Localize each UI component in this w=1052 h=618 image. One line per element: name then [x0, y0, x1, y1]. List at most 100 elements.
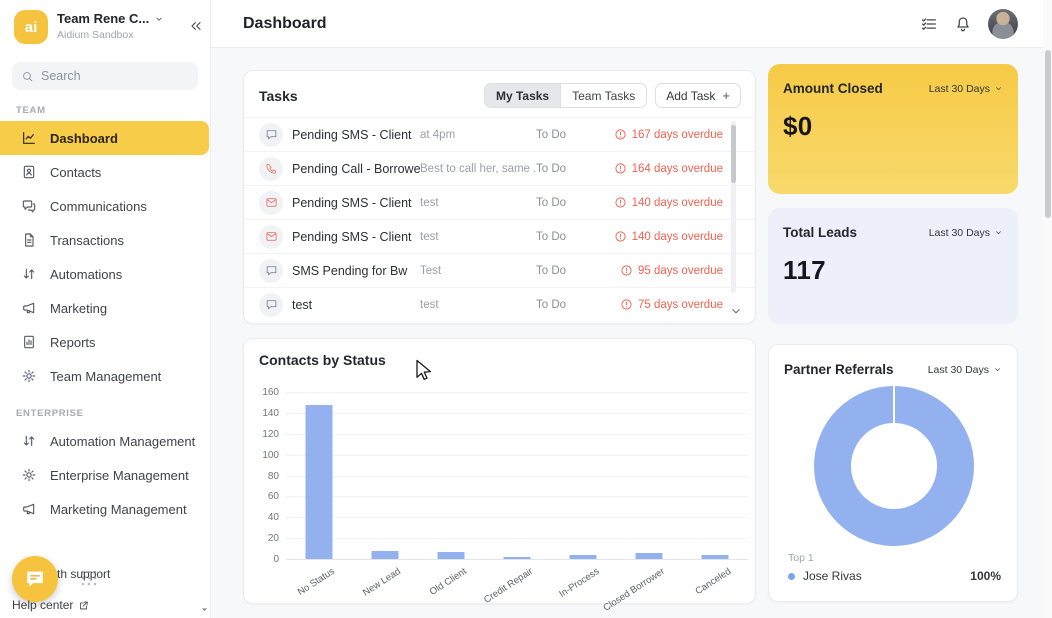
task-title: Pending SMS - Client [292, 229, 412, 244]
amount-closed-title: Amount Closed [783, 81, 883, 96]
task-status: To Do [536, 196, 567, 209]
sidebar-item-label: Automation Management [50, 433, 196, 449]
overdue-text: 140 days overdue [631, 196, 723, 209]
page-title: Dashboard [243, 14, 327, 32]
sidebar-scroll-down-icon[interactable] [198, 603, 211, 616]
chart-category-column: Canceled [682, 392, 748, 597]
task-note: at 4pm [420, 128, 456, 141]
gridline [286, 392, 748, 393]
task-title: Pending SMS - Client [292, 195, 412, 210]
donut-chart [814, 386, 974, 546]
sidebar-item-label: Transactions [50, 232, 124, 248]
tasks-list-icon[interactable] [920, 15, 938, 33]
sidebar-item-automation-management[interactable]: Automation Management [0, 424, 209, 458]
marketing-icon [21, 501, 37, 517]
gridline [286, 454, 748, 456]
collapse-sidebar-button[interactable] [188, 18, 204, 34]
overdue-alert-icon [614, 230, 627, 243]
y-tick-label: 0 [273, 554, 279, 565]
task-type-badge [259, 156, 283, 181]
window-scrollbar-thumb[interactable] [1045, 50, 1051, 218]
task-note: Best to call her, same ... [420, 162, 536, 175]
sidebar-item-contacts[interactable]: Contacts [0, 155, 209, 189]
y-tick-label: 20 [267, 533, 279, 545]
task-note: Test [420, 264, 442, 277]
automations-icon [21, 266, 37, 282]
y-tick-label: 140 [262, 407, 279, 419]
period-label: Last 30 Days [927, 363, 989, 376]
gridline [286, 433, 748, 435]
gear-icon [21, 368, 37, 384]
sidebar-item-reports[interactable]: Reports [0, 325, 209, 359]
add-task-button[interactable]: Add Task + [655, 83, 741, 108]
team-switcher[interactable]: Team Rene C... [57, 11, 164, 26]
overdue-alert-icon [620, 264, 633, 277]
task-status: To Do [536, 298, 567, 311]
communications-icon [21, 198, 37, 214]
task-overdue: 75 days overdue [620, 298, 723, 311]
y-tick-label: 40 [267, 512, 279, 524]
sidebar-item-communications[interactable]: Communications [0, 189, 209, 223]
sidebar-item-team-management[interactable]: Team Management [0, 359, 209, 393]
total-leads-period-select[interactable]: Last 30 Days [929, 227, 1003, 239]
partner-referrals-period-select[interactable]: Last 30 Days [928, 364, 1002, 376]
workspace-name: Aidium Sandbox [57, 29, 134, 41]
sidebar-item-dashboard[interactable]: Dashboard [0, 121, 209, 155]
tasks-scrollbar[interactable] [731, 121, 736, 293]
sidebar-header: ai Team Rene C... Aidium Sandbox [0, 0, 210, 52]
sidebar-item-label: Dashboard [50, 130, 118, 146]
sms-icon [265, 298, 278, 311]
sidebar-item-label: Communications [50, 198, 147, 214]
bar-old-client[interactable] [437, 551, 465, 559]
task-row[interactable]: test test To Do 75 days overdue [244, 287, 755, 321]
gridline [286, 517, 748, 519]
sidebar-nav: TEAM Dashboard Contacts Communications Trans… [0, 105, 210, 526]
task-row[interactable]: Pending SMS - Client at 4pm To Do 167 days … [244, 117, 755, 151]
search-input[interactable] [41, 69, 171, 83]
bar-credit-repair[interactable] [503, 556, 531, 559]
task-row[interactable]: SMS Pending for Bw Test To Do 95 days overd… [244, 253, 755, 287]
bar-canceled[interactable] [701, 554, 729, 559]
tasks-card-title: Tasks [259, 87, 298, 104]
window-scrollbar[interactable] [1043, 0, 1052, 618]
help-center-link[interactable]: Help center [12, 598, 89, 612]
sidebar-item-automations[interactable]: Automations [0, 257, 209, 291]
sidebar-item-marketing[interactable]: Marketing [0, 291, 209, 325]
sidebar-item-marketing-management[interactable]: Marketing Management [0, 492, 209, 526]
transactions-icon [21, 232, 37, 248]
amount-closed-period-select[interactable]: Last 30 Days [929, 83, 1003, 95]
overdue-alert-icon [614, 196, 627, 209]
gridline [286, 559, 748, 560]
y-tick-label: 160 [262, 387, 279, 398]
gridline [286, 538, 748, 540]
y-tick-label: 60 [267, 491, 279, 503]
bar-new-lead[interactable] [371, 550, 399, 559]
task-status: To Do [536, 162, 567, 175]
search-box[interactable] [12, 62, 198, 90]
task-row[interactable]: Pending SMS - Client test To Do 140 days ov… [244, 185, 755, 219]
tasks-scroll-down-icon[interactable] [729, 304, 743, 318]
overdue-text: 75 days overdue [637, 298, 723, 311]
contacts-by-status-card: Contacts by Status 0 20 40 60 80 100 120 140 160… [243, 338, 756, 614]
sidebar-item-enterprise-management[interactable]: Enterprise Management [0, 458, 209, 492]
chat-support-label: th support [57, 567, 111, 581]
main-area: Dashboard Tasks My Tasks Team Tasks Add … [211, 0, 1052, 618]
task-type-badge [259, 258, 283, 283]
donut-segment-seam [893, 386, 895, 423]
notifications-bell-icon[interactable] [954, 15, 972, 33]
chat-widget-button[interactable] [12, 556, 58, 602]
partner-referrals-card: Partner Referrals Last 30 Days Top 1 Jos… [768, 344, 1018, 602]
user-avatar[interactable] [988, 8, 1018, 39]
sidebar-item-transactions[interactable]: Transactions [0, 223, 209, 257]
bar-closed-borrower[interactable] [635, 552, 663, 559]
my-tasks-button[interactable]: My Tasks [484, 84, 561, 107]
total-leads-card: Total Leads Last 30 Days 117 [768, 208, 1018, 324]
bar-no-status[interactable] [305, 404, 333, 559]
task-row[interactable]: Pending SMS - Client test To Do 140 days ov… [244, 219, 755, 253]
task-row[interactable]: Pending Call - Borrower Best to call her,… [244, 151, 755, 185]
bar-in-process[interactable] [569, 554, 597, 559]
team-tasks-button[interactable]: Team Tasks [560, 84, 647, 107]
task-type-badge [259, 292, 283, 317]
tasks-scrollbar-thumb[interactable] [731, 125, 736, 183]
task-note: test [420, 230, 439, 243]
